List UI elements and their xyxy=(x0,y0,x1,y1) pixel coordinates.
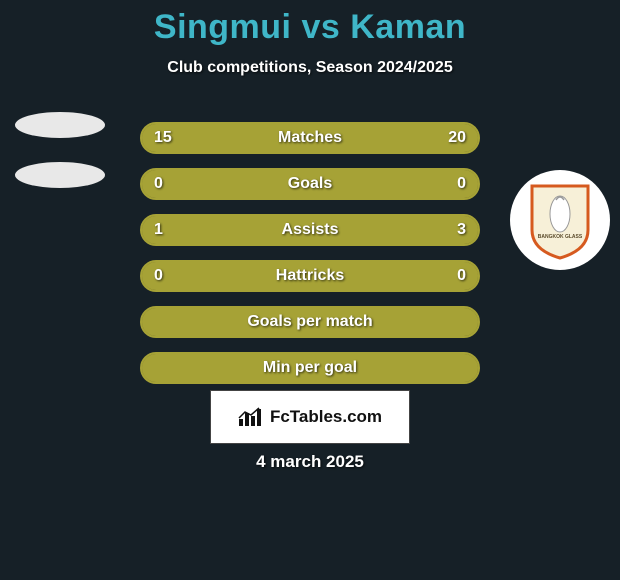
vs-label: vs xyxy=(301,8,340,46)
svg-text:BANGKOK GLASS: BANGKOK GLASS xyxy=(538,234,583,240)
bar-value-right: 20 xyxy=(448,129,466,147)
bar-label: Hattricks xyxy=(276,267,344,285)
bar-fill-right xyxy=(310,170,478,198)
stat-bar-row: Assists 1 3 xyxy=(140,214,480,246)
bar-label: Assists xyxy=(282,221,339,239)
crest-icon: BANGKOK GLASS xyxy=(528,180,592,260)
bar-value-right: 0 xyxy=(457,175,466,193)
stat-bar-row: Hattricks 0 0 xyxy=(140,260,480,292)
bar-value-left: 0 xyxy=(154,175,163,193)
bar-label: Min per goal xyxy=(263,359,357,377)
player-right-name: Kaman xyxy=(350,8,466,46)
bar-chart-icon xyxy=(238,407,264,427)
team-badge-left xyxy=(10,100,110,200)
bar-label: Goals xyxy=(288,175,332,193)
bar-label: Goals per match xyxy=(247,313,372,331)
brand-label: FcTables.com xyxy=(270,407,382,427)
stat-bar-row: Min per goal xyxy=(140,352,480,384)
stat-bar-row: Goals per match xyxy=(140,306,480,338)
player-left-name: Singmui xyxy=(154,8,292,46)
bar-fill-right xyxy=(226,216,478,244)
stat-bar-row: Matches 15 20 xyxy=(140,122,480,154)
brand-badge: FcTables.com xyxy=(210,390,410,444)
bar-value-right: 0 xyxy=(457,267,466,285)
bar-value-left: 0 xyxy=(154,267,163,285)
bar-fill-left xyxy=(142,170,310,198)
bar-value-left: 15 xyxy=(154,129,172,147)
bar-value-right: 3 xyxy=(457,221,466,239)
bar-label: Matches xyxy=(278,129,342,147)
date-label: 4 march 2025 xyxy=(256,452,364,472)
subtitle: Club competitions, Season 2024/2025 xyxy=(0,59,620,77)
title: Singmui vs Kaman xyxy=(0,0,620,47)
placeholder-icon xyxy=(15,112,105,138)
comparison-infographic: Singmui vs Kaman Club competitions, Seas… xyxy=(0,0,620,580)
placeholder-icon xyxy=(15,162,105,188)
stat-bars: Matches1520Goals00Assists13Hattricks00Go… xyxy=(140,122,480,398)
bar-value-left: 1 xyxy=(154,221,163,239)
team-badge-right: BANGKOK GLASS xyxy=(510,170,610,270)
stat-bar-row: Goals 0 0 xyxy=(140,168,480,200)
